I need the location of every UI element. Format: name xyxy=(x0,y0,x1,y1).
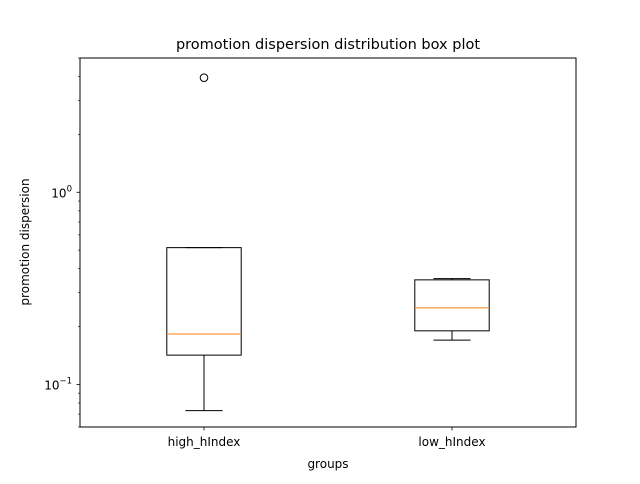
x-axis-label: groups xyxy=(307,457,348,471)
y-axis-label: promotion dispersion xyxy=(18,178,32,305)
x-tick-label: low_hIndex xyxy=(418,435,485,449)
y-tick-label: 10−1 xyxy=(44,376,72,392)
outlier-point xyxy=(199,73,209,82)
x-tick-label: high_hIndex xyxy=(168,435,241,449)
y-tick-label: 100 xyxy=(51,184,72,200)
box-iqr xyxy=(166,247,242,356)
plot-area: 100 10−1 high_hIndex low_hIndex xyxy=(44,57,490,449)
axes-frame xyxy=(79,57,577,428)
box-iqr xyxy=(414,279,490,332)
chart-title: promotion dispersion distribution box pl… xyxy=(176,37,480,53)
